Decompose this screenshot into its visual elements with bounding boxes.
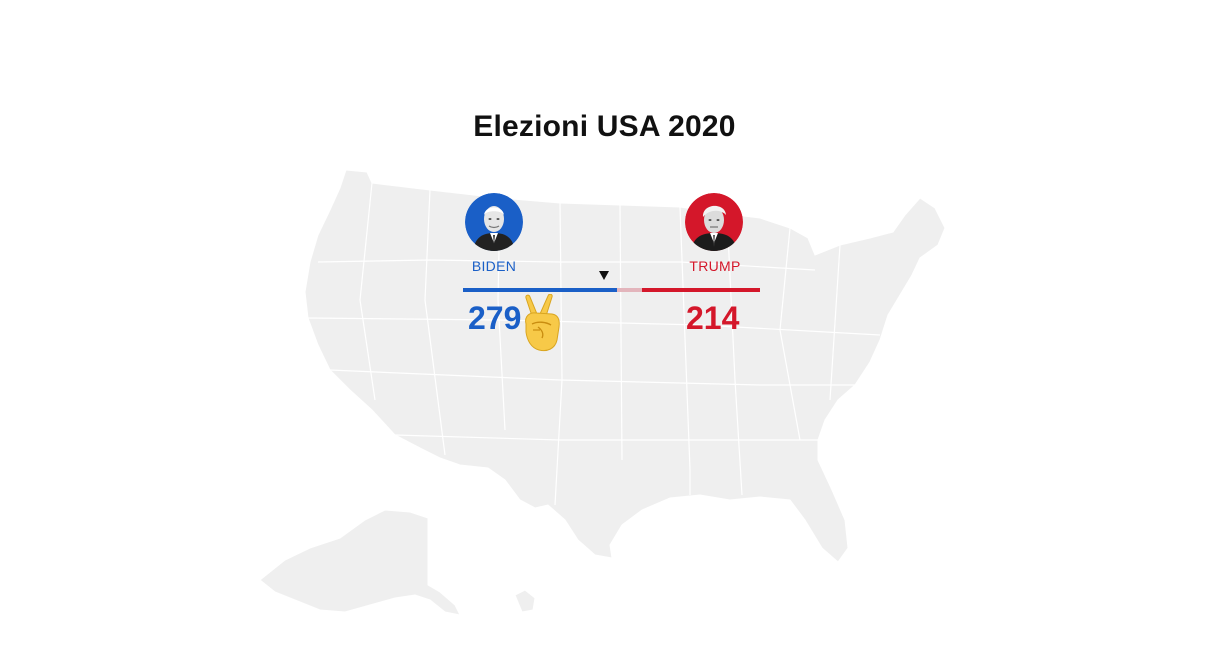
biden-name-label: BIDEN xyxy=(471,258,517,274)
trump-avatar xyxy=(685,193,743,251)
trump-portrait-icon xyxy=(685,193,743,251)
majority-threshold-marker xyxy=(599,271,609,280)
us-map-alaska xyxy=(259,509,461,616)
page-title: Elezioni USA 2020 xyxy=(473,110,736,143)
victory-hand-icon xyxy=(525,294,560,352)
trump-electoral-votes: 214 xyxy=(686,300,740,336)
us-map-hawaii xyxy=(514,589,536,613)
biden-avatar xyxy=(465,193,523,251)
uncalled-progress-bar xyxy=(617,288,642,292)
biden-portrait-icon xyxy=(465,193,523,251)
trump-name-label: TRUMP xyxy=(689,258,741,274)
trump-progress-bar xyxy=(642,288,760,292)
biden-electoral-votes: 279 xyxy=(468,300,522,336)
us-map-lower48 xyxy=(304,169,946,563)
biden-progress-bar xyxy=(463,288,617,292)
